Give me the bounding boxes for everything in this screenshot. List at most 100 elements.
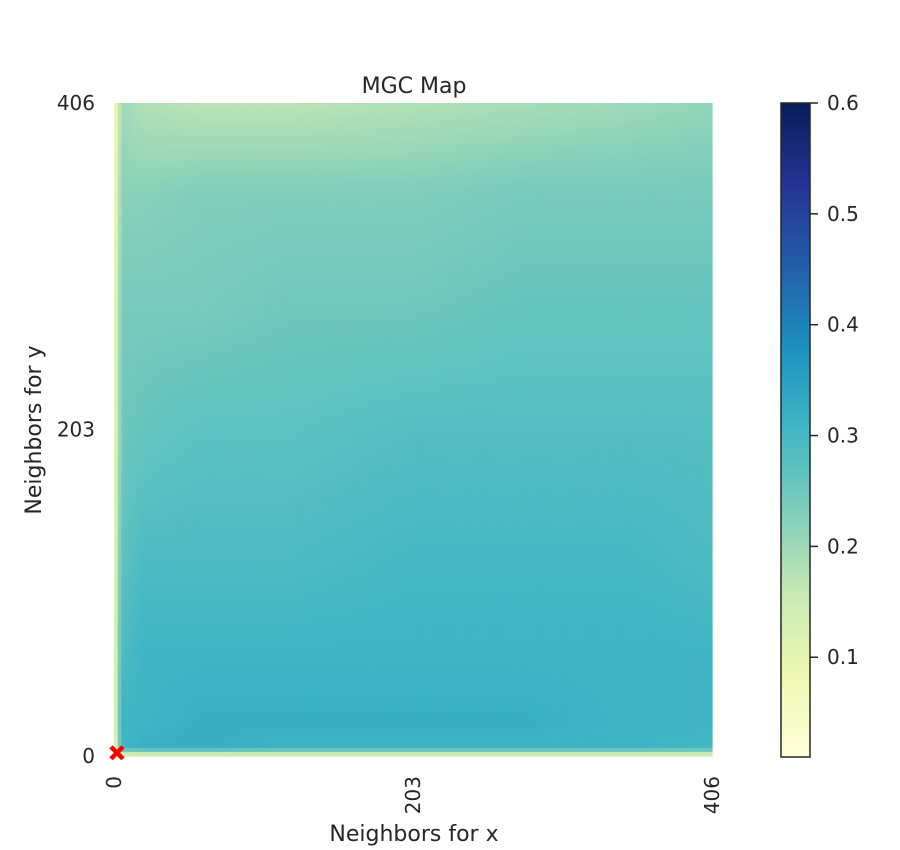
heatmap-cell bbox=[200, 136, 204, 141]
heatmap-cell bbox=[435, 119, 439, 124]
heatmap-cell bbox=[293, 140, 297, 145]
heatmap-cell bbox=[409, 123, 413, 128]
heatmap-cell bbox=[518, 123, 522, 128]
heatmap-cell bbox=[297, 132, 301, 137]
heatmap-cell bbox=[506, 103, 510, 108]
heatmap-cell bbox=[174, 115, 178, 120]
heatmap-cell bbox=[566, 132, 570, 137]
heatmap-cell bbox=[701, 123, 705, 128]
heatmap-cell bbox=[331, 115, 335, 120]
heatmap-cell bbox=[518, 132, 522, 137]
heatmap-cell bbox=[155, 103, 159, 108]
heatmap-cell bbox=[675, 111, 679, 116]
heatmap-cell bbox=[189, 140, 193, 145]
heatmap-cell bbox=[215, 107, 219, 112]
heatmap-cell bbox=[536, 103, 540, 108]
heatmap-cell bbox=[282, 136, 286, 141]
heatmap-cell bbox=[342, 119, 346, 124]
heatmap-cell bbox=[447, 127, 451, 132]
heatmap-cell bbox=[312, 119, 316, 124]
heatmap-cell bbox=[458, 115, 462, 120]
heatmap-cell bbox=[667, 103, 671, 108]
heatmap-cell bbox=[596, 127, 600, 132]
heatmap-cell bbox=[540, 111, 544, 116]
heatmap-cell bbox=[563, 115, 567, 120]
heatmap-cell bbox=[585, 107, 589, 112]
heatmap-cell bbox=[600, 136, 604, 141]
heatmap-cell bbox=[118, 107, 122, 112]
heatmap-cell bbox=[166, 103, 170, 108]
heatmap-cell bbox=[316, 136, 320, 141]
heatmap-cell bbox=[256, 132, 260, 137]
heatmap-cell bbox=[282, 123, 286, 128]
heatmap-cell bbox=[129, 103, 133, 108]
heatmap-cell bbox=[361, 132, 365, 137]
heatmap-cell bbox=[634, 123, 638, 128]
heatmap-cell bbox=[686, 119, 690, 124]
heatmap-cell bbox=[170, 127, 174, 132]
heatmap-cell bbox=[200, 123, 204, 128]
heatmap-cell bbox=[376, 107, 380, 112]
heatmap-cell bbox=[174, 111, 178, 116]
heatmap-cell bbox=[237, 115, 241, 120]
heatmap-cell bbox=[607, 127, 611, 132]
heatmap-cell bbox=[230, 115, 234, 120]
heatmap-cell bbox=[342, 132, 346, 137]
heatmap-cell bbox=[166, 107, 170, 112]
heatmap-cell bbox=[420, 119, 424, 124]
heatmap-cell bbox=[297, 107, 301, 112]
heatmap-cell bbox=[372, 127, 376, 132]
heatmap-cell bbox=[327, 103, 331, 108]
heatmap-cell bbox=[521, 123, 525, 128]
heatmap-cell bbox=[432, 119, 436, 124]
heatmap-cell bbox=[652, 119, 656, 124]
heatmap-cell bbox=[574, 132, 578, 137]
heatmap-cell bbox=[544, 127, 548, 132]
heatmap-cell bbox=[705, 136, 709, 141]
heatmap-cell bbox=[376, 103, 380, 108]
heatmap-cell bbox=[693, 136, 697, 141]
heatmap-cell bbox=[264, 140, 268, 145]
heatmap-cell bbox=[372, 103, 376, 108]
heatmap-cell bbox=[204, 123, 208, 128]
heatmap-cell bbox=[144, 136, 148, 141]
heatmap-cell bbox=[465, 115, 469, 120]
heatmap-cell bbox=[637, 132, 641, 137]
heatmap-cell bbox=[514, 103, 518, 108]
heatmap-cell bbox=[394, 111, 398, 116]
heatmap-cell bbox=[308, 123, 312, 128]
heatmap-cell bbox=[211, 127, 215, 132]
heatmap-cell bbox=[136, 107, 140, 112]
heatmap-cell bbox=[518, 115, 522, 120]
heatmap-cell bbox=[204, 132, 208, 137]
heatmap-cell bbox=[648, 127, 652, 132]
heatmap-cell bbox=[581, 132, 585, 137]
heatmap-cell bbox=[667, 115, 671, 120]
heatmap-cell bbox=[249, 127, 253, 132]
heatmap-cell bbox=[544, 103, 548, 108]
heatmap-cell bbox=[372, 136, 376, 141]
heatmap-cell bbox=[349, 115, 353, 120]
heatmap-cell bbox=[402, 123, 406, 128]
heatmap-cell bbox=[663, 107, 667, 112]
heatmap-cell bbox=[278, 140, 282, 145]
heatmap-cell bbox=[585, 136, 589, 141]
heatmap-cell bbox=[301, 107, 305, 112]
heatmap-cell bbox=[271, 140, 275, 145]
heatmap-cell bbox=[151, 140, 155, 145]
heatmap-cell bbox=[140, 119, 144, 124]
heatmap-cell bbox=[331, 136, 335, 141]
heatmap-cell bbox=[357, 107, 361, 112]
heatmap-cell bbox=[398, 127, 402, 132]
heatmap-cell bbox=[495, 103, 499, 108]
heatmap-cell bbox=[480, 132, 484, 137]
heatmap-cell bbox=[409, 132, 413, 137]
heatmap-cell bbox=[312, 103, 316, 108]
heatmap-cell bbox=[181, 111, 185, 116]
heatmap-cell bbox=[503, 107, 507, 112]
heatmap-cell bbox=[566, 103, 570, 108]
heatmap-cell bbox=[645, 115, 649, 120]
heatmap-cell bbox=[473, 136, 477, 141]
heatmap-cell bbox=[708, 127, 712, 132]
heatmap-cell bbox=[701, 119, 705, 124]
